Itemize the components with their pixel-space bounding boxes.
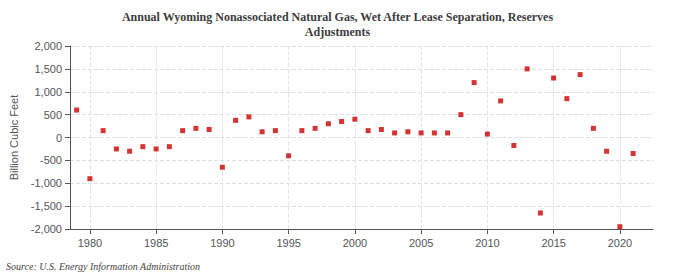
svg-text:1985: 1985 — [144, 237, 168, 249]
svg-text:Billion Cubic Feet: Billion Cubic Feet — [8, 95, 20, 181]
svg-text:2000: 2000 — [343, 237, 367, 249]
svg-text:2010: 2010 — [475, 237, 499, 249]
svg-text:1990: 1990 — [210, 237, 234, 249]
svg-text:-500: -500 — [40, 154, 62, 166]
svg-text:Source: U.S. Energy Informatio: Source: U.S. Energy Information Administ… — [6, 261, 200, 272]
svg-text:1,500: 1,500 — [34, 63, 62, 75]
svg-text:-1,500: -1,500 — [31, 200, 62, 212]
svg-text:2005: 2005 — [409, 237, 433, 249]
svg-text:2,000: 2,000 — [34, 40, 62, 52]
svg-text:-2,000: -2,000 — [31, 223, 62, 235]
svg-text:0: 0 — [56, 132, 62, 144]
svg-text:-1,000: -1,000 — [31, 177, 62, 189]
svg-text:1995: 1995 — [276, 237, 300, 249]
svg-text:500: 500 — [44, 109, 62, 121]
svg-text:Annual Wyoming Nonassociated N: Annual Wyoming Nonassociated Natural Gas… — [122, 10, 554, 24]
svg-text:2015: 2015 — [541, 237, 565, 249]
svg-text:2020: 2020 — [608, 237, 632, 249]
svg-text:Adjustments: Adjustments — [305, 25, 371, 39]
svg-text:1980: 1980 — [78, 237, 102, 249]
svg-text:1,000: 1,000 — [34, 86, 62, 98]
